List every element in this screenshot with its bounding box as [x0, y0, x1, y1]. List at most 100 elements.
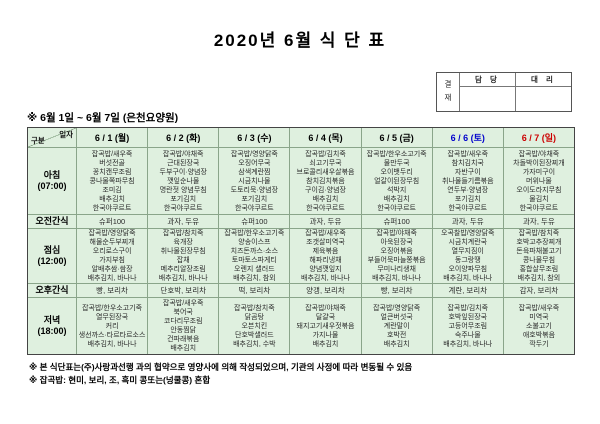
- menu-item: 과자, 두유: [451, 217, 484, 226]
- menu-item: 배추김치, 참외: [517, 275, 561, 282]
- menu-item: 취나물된장무침: [160, 248, 206, 255]
- day-header: 6 / 3 (수): [218, 128, 289, 147]
- menu-item: 양갱, 보리차: [306, 286, 345, 295]
- menu-item: 잡곡밥/한우소고기죽: [366, 150, 427, 158]
- menu-item: 아욱된장국: [380, 239, 413, 246]
- menu-cell: 잡곡밥/참치죽 호박고추장찌개 돈육파채불고기 콩나물무침 홍합살무조림 배추김치, 참외: [502, 228, 574, 283]
- menu-cell: 오곡찰밥/영양닭죽 시금치계란국 열무지짐이 동그랑땡 오이양파무침 배추김치, 바나나: [431, 228, 503, 283]
- menu-item: 배추김치, 참외: [233, 275, 276, 282]
- menu-item: 오징어볶음: [380, 248, 413, 255]
- menu-item: 애호박볶음: [522, 331, 556, 339]
- menu-item: 호박잎된장국: [448, 313, 488, 321]
- menu-item: 한국야쿠르트: [235, 204, 274, 212]
- menu-item: 홍합살무조림: [519, 266, 559, 273]
- menu-item: 빵, 보리차: [96, 286, 128, 295]
- menu-item: 양념깻잎지: [309, 266, 342, 273]
- menu-item: 빵, 보리차: [380, 286, 413, 295]
- menu-item: 잡곡밥/야채죽: [376, 230, 417, 237]
- menu-item: 가지부침: [99, 257, 125, 264]
- menu-item: 한국야쿠르트: [377, 204, 416, 212]
- menu-item: 달걀국: [315, 313, 336, 321]
- menu-item: 연두부·양념장: [447, 186, 489, 194]
- menu-item: 조미김: [102, 186, 122, 194]
- menu-item: 부들어묵마늘쫑볶음: [367, 257, 426, 264]
- menu-item: 호박전: [386, 331, 407, 339]
- menu-cell: 감자, 보리차: [502, 283, 574, 297]
- menu-item: 건파래볶음: [167, 336, 200, 343]
- menu-item: 머위나물: [526, 177, 552, 185]
- menu-item: 숙주나물: [454, 331, 481, 339]
- page-title: 2020년 6월 식 단 표: [213, 31, 387, 50]
- menu-item: 소불고기: [526, 322, 552, 330]
- menu-item: 쇠고기무국: [309, 159, 342, 167]
- menu-cell: 잡곡밥/김치죽 쇠고기무국 브로콜리새우살볶음 참치김치볶음 구이김·양념장 배추김치 한국…: [289, 147, 361, 214]
- menu-cell: 잡곡밥/새우죽 참치김치국 자반구이 취나물들기름볶음 연두부·양념장 포기김치 한국야쿠르…: [431, 147, 503, 214]
- menu-item: 계란, 보리차: [448, 286, 488, 295]
- menu-item: 구이김·양념장: [305, 186, 346, 194]
- menu-item: 배추김치: [99, 195, 125, 203]
- menu-item: 오이뱃두리: [380, 168, 413, 176]
- menu-item: 열무지짐이: [451, 248, 484, 255]
- menu-item: 배추김치, 바나나: [443, 340, 493, 348]
- day-header: 6 / 5 (금): [360, 128, 432, 147]
- menu-item: 잡곡밥/야채죽: [305, 304, 346, 312]
- menu-cell: 과자, 두유: [289, 214, 361, 228]
- menu-cell: 잡곡밥/새우죽 미역국 소불고기 애호박볶음 깍두기: [502, 297, 574, 354]
- menu-cell: 슈퍼100: [360, 214, 432, 228]
- menu-cell: 잡곡밥/영양닭죽 해물순두부찌개 오리로스구이 가지부침 알배추쌈·쌈장 배추김치, 바나…: [76, 228, 148, 283]
- menu-cell: 잡곡밥/새우죽 버섯전골 꽁치캔무조림 콩나물쪽파무침 조미김 배추김치 한국야쿠르트: [76, 147, 148, 214]
- footer-note-2: ※ 잡곡밥: 현미, 보리, 조, 흑미 콩또는(넝쿨콩) 혼합: [29, 375, 211, 385]
- menu-item: 참치김치볶음: [306, 177, 345, 185]
- menu-item: 생선까스·타르타르소스: [78, 331, 146, 339]
- menu-item: 오리로스구이: [92, 248, 132, 255]
- menu-item: 돈육파채불고기: [516, 248, 562, 255]
- approval-stamp-label: 결 재: [443, 80, 453, 104]
- menu-item: 참치김치국: [451, 159, 484, 167]
- row-label-text: 오전간식: [35, 216, 69, 226]
- menu-item: 잡곡밥/한우소고기죽: [82, 304, 143, 312]
- menu-cell: 빵, 보리차: [76, 283, 148, 297]
- menu-item: 과자, 두유: [167, 217, 200, 226]
- menu-cell: 잡곡밥/한우소고기죽 물만두국 오이뱃두리 얼갈이된장무침 석박지 배추김치 한국야쿠르트: [360, 147, 432, 214]
- corner-cell: 일자 구분: [28, 128, 76, 147]
- corner-label-category: 구분: [31, 136, 45, 145]
- menu-item: 배추김치, 바나나: [158, 275, 208, 282]
- menu-item: 잡곡밥/새우죽: [305, 230, 346, 237]
- approval-sign-cell: [459, 86, 515, 111]
- menu-item: 코다리무조림: [163, 318, 203, 325]
- menu-item: 잡곡밥/영양닭죽: [373, 304, 421, 312]
- menu-item: 슈퍼100: [241, 217, 268, 226]
- menu-item: 제육볶음: [312, 248, 339, 255]
- menu-item: 잡곡밥/영양닭죽: [230, 150, 278, 158]
- menu-item: 조갯살미역국: [306, 239, 345, 246]
- menu-cell: 잡곡밥/한우소고기죽 양송이스프 치즈돈까스·소스 토마토스파게티 오렌지 샐러드 배추김…: [218, 228, 290, 283]
- menu-item: 차돌박이된장찌개: [513, 159, 565, 167]
- menu-item: 오렌지 샐러드: [234, 266, 275, 273]
- menu-item: 배추김치: [383, 195, 410, 203]
- row-label-text: 점심: [43, 245, 61, 255]
- menu-item: 잡곡밥/영양닭죽: [88, 230, 136, 237]
- menu-item: 배추김치, 바나나: [87, 340, 137, 348]
- menu-item: 시금치나물: [238, 177, 271, 185]
- menu-item: 잡곡밥/새우죽: [518, 304, 560, 312]
- menu-item: 배추김치, 바나나: [301, 275, 350, 282]
- menu-item: 토마토스파게티: [231, 257, 277, 264]
- row-label-text: 아침: [43, 170, 61, 180]
- menu-cell: 잡곡밥/영양닭죽 오징어무국 삼색계란찜 시금치나물 도토리묵·양념장 포기김치 한국야쿠르…: [218, 147, 290, 214]
- menu-item: 단호박, 보리차: [160, 286, 206, 295]
- day-header: 6 / 4 (목): [289, 128, 360, 147]
- menu-item: 안동찜닭: [170, 327, 197, 334]
- menu-item: 열무된장국: [95, 313, 129, 321]
- row-label-time: (07:00): [37, 181, 67, 191]
- approval-col-damdang: 담 당: [459, 73, 515, 86]
- day-header: 6 / 6 (토): [431, 128, 503, 147]
- menu-item: 미역국: [529, 313, 549, 321]
- menu-item: 과자, 두유: [309, 217, 342, 226]
- menu-item: 배추김치, 바나나: [87, 275, 137, 282]
- menu-cell: 잡곡밥/야채죽 근대된장국 두부구이·양념장 깻잎순나물 명란젓 양념무침 포기김치 한국야…: [147, 147, 219, 214]
- menu-item: 버섯전골: [99, 159, 125, 167]
- menu-item: 석박지: [386, 186, 407, 194]
- menu-cell: 잡곡밥/한우소고기죽 열무된장국 커리 생선까스·타르타르소스 배추김치, 바나나: [76, 297, 148, 354]
- menu-item: 한국야쿠르트: [519, 204, 559, 212]
- menu-cell: 과자, 두유: [502, 214, 574, 228]
